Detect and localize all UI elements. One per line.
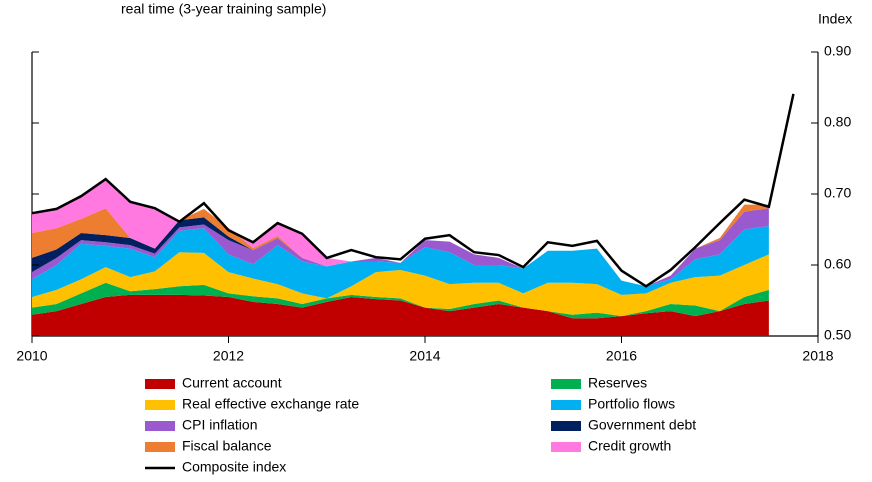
area [32, 282, 769, 319]
y-tick-label: 0.80 [824, 114, 851, 130]
area [32, 179, 769, 287]
area [32, 294, 769, 336]
legend-label: Portfolio flows [588, 396, 675, 412]
legend-swatch [145, 400, 175, 410]
x-tick-label: 2010 [16, 348, 47, 364]
legend-swatch [551, 400, 581, 410]
legend-label: Current account [182, 375, 282, 391]
legend-label: CPI inflation [182, 417, 257, 433]
x-tick-label: 2012 [213, 348, 244, 364]
y-tick-label: 0.90 [824, 43, 851, 59]
area [32, 204, 769, 287]
y-tick-label: 0.60 [824, 256, 851, 272]
legend-label: Credit growth [588, 438, 671, 454]
y-axis-label: Index [818, 11, 852, 27]
y-tick-label: 0.50 [824, 327, 851, 343]
legend-swatch [145, 421, 175, 431]
area [32, 252, 769, 317]
legend-swatch [551, 421, 581, 431]
x-tick-label: 2018 [802, 348, 833, 364]
legend-swatch [145, 379, 175, 389]
area [32, 225, 769, 299]
legend-swatch [145, 442, 175, 452]
legend-swatch [551, 442, 581, 452]
legend-label: Reserves [588, 375, 647, 391]
legend-label: Composite index [182, 459, 286, 475]
legend-label: Government debt [588, 417, 696, 433]
legend-swatch [551, 379, 581, 389]
area [32, 208, 769, 287]
x-tick-label: 2014 [409, 348, 440, 364]
legend-label: Real effective exchange rate [182, 396, 359, 412]
y-tick-label: 0.70 [824, 185, 851, 201]
composite-line [31, 93, 795, 288]
legend-label: Fiscal balance [182, 438, 272, 454]
chart-subtitle: real time (3-year training sample) [121, 1, 326, 17]
x-tick-label: 2016 [606, 348, 637, 364]
